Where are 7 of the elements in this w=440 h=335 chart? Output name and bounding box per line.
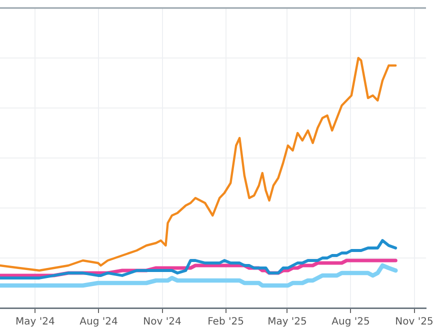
x-tick-label: Feb '25 — [208, 316, 244, 328]
x-tick-label: May '25 — [268, 316, 307, 328]
x-tick-label: May '24 — [16, 316, 55, 328]
x-tick-label: Nov '25 — [395, 316, 434, 328]
x-tick-label: Nov '24 — [143, 316, 182, 328]
x-tick-label: Aug '24 — [80, 316, 118, 328]
x-tick-label: Aug '25 — [332, 316, 370, 328]
